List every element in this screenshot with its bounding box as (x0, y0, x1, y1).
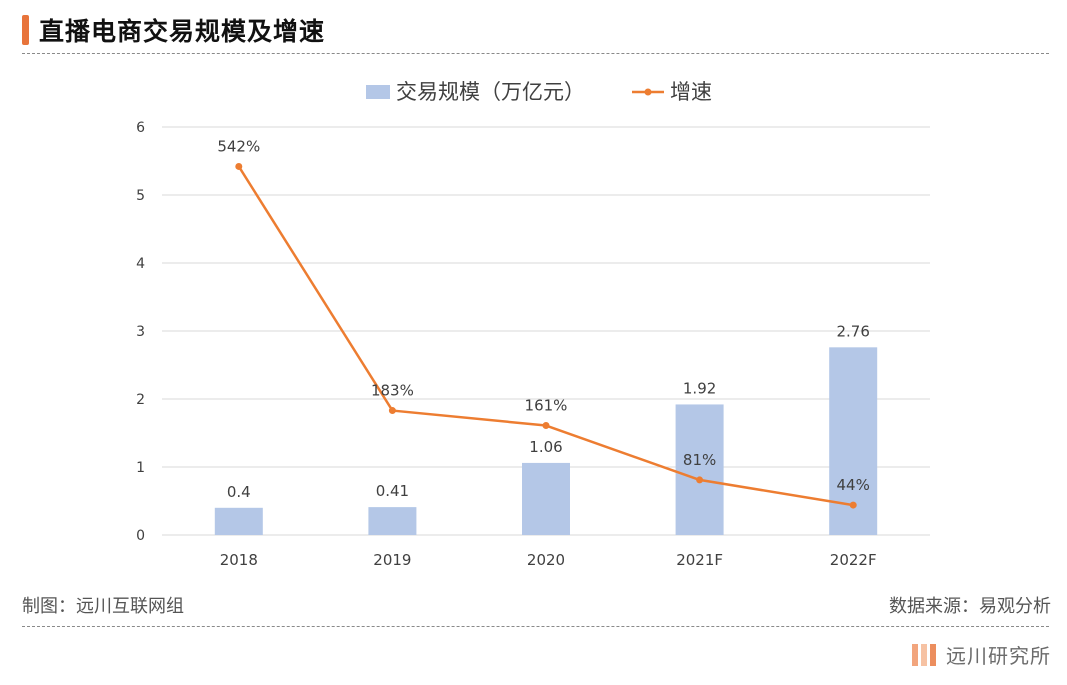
growth-point (696, 476, 704, 484)
bar-data-label: 2.76 (836, 322, 869, 340)
y-tick-label: 2 (136, 392, 145, 408)
y-tick-label: 3 (136, 324, 145, 340)
brand-name: 远川研究所 (946, 644, 1051, 668)
growth-point (849, 501, 857, 509)
y-tick-label: 1 (136, 460, 145, 476)
growth-data-label: 161% (525, 397, 568, 415)
y-tick-label: 6 (136, 120, 145, 136)
data-source: 数据来源：易观分析 (889, 596, 1051, 617)
growth-data-label: 44% (837, 476, 870, 494)
chart-credit: 制图：远川互联网组 (22, 596, 184, 617)
bar (522, 462, 570, 535)
y-tick-label: 5 (136, 188, 145, 204)
bar-data-label: 0.4 (227, 483, 251, 501)
combo-chart: 0 1 2 3 4 5 6 0.4 2018 0.41 2019 1.06 2020 1.92 2021F 2… (136, 80, 930, 569)
growth-data-label: 183% (371, 382, 414, 400)
legend-line-marker (644, 88, 652, 96)
bar-data-label: 1.92 (683, 379, 716, 397)
top-divider (22, 53, 1049, 54)
x-tick-label: 2022F (830, 551, 877, 569)
x-tick-label: 2020 (527, 551, 565, 569)
title-accent-mark (22, 15, 29, 45)
legend-line-label: 增速 (670, 80, 712, 104)
growth-point (388, 407, 396, 415)
growth-point (235, 162, 243, 170)
bar (214, 507, 263, 535)
page-title: 直播电商交易规模及增速 (39, 17, 326, 46)
y-tick-label: 0 (136, 528, 145, 544)
growth-data-label: 81% (683, 451, 716, 469)
x-tick-label: 2021F (676, 551, 723, 569)
legend-bar-label: 交易规模（万亿元） (396, 80, 585, 104)
legend-bar-swatch (366, 85, 390, 99)
x-tick-label: 2018 (220, 551, 258, 569)
growth-point (542, 422, 550, 430)
title-bar: 直播电商交易规模及增速 (22, 12, 325, 48)
bottom-divider (22, 626, 1049, 627)
bar-data-label: 1.06 (529, 438, 562, 456)
bar-data-label: 0.41 (376, 482, 409, 500)
brand-logo: 远川研究所 (912, 640, 1051, 669)
x-tick-label: 2019 (373, 551, 411, 569)
brand-bars-icon (912, 643, 936, 666)
bar (675, 404, 724, 535)
y-tick-label: 4 (136, 256, 145, 272)
bar (368, 507, 417, 535)
growth-data-label: 542% (217, 137, 260, 155)
